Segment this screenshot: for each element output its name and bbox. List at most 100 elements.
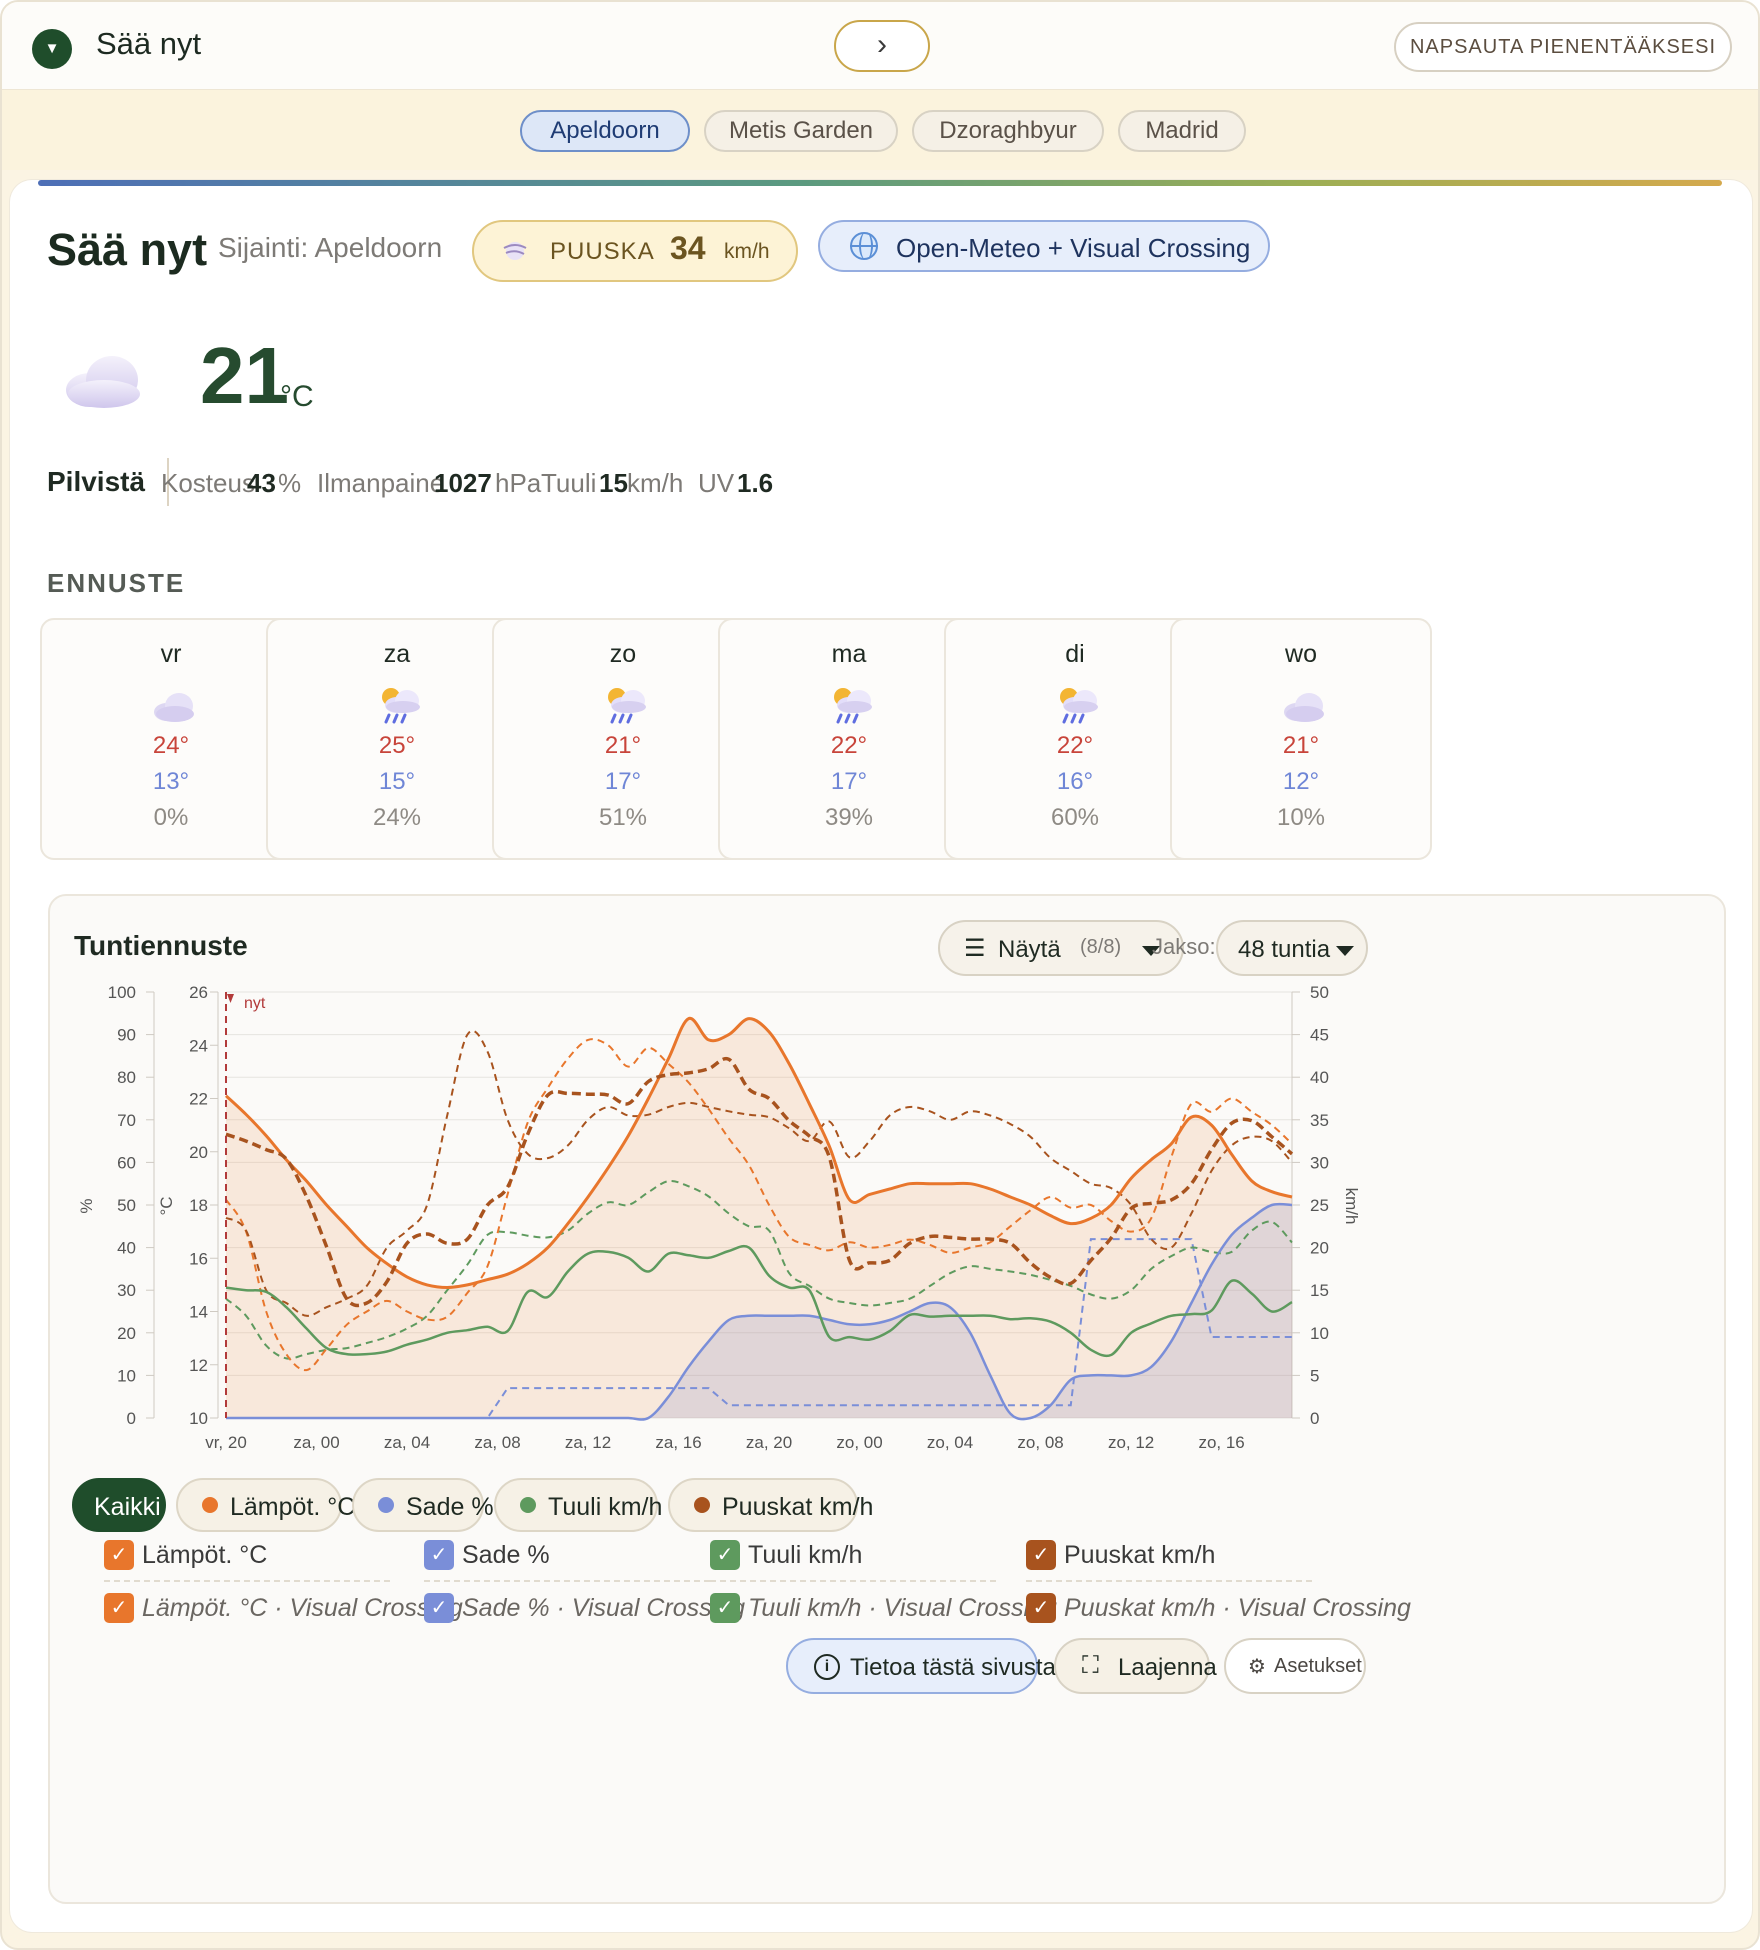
- gust-value: 34: [670, 230, 706, 266]
- rain-vc-line: [226, 1238, 1292, 1419]
- checkbox-label: Lämpöt. °C: [142, 1541, 268, 1569]
- pressure-value: 1027: [434, 468, 492, 498]
- check-icon: ✓: [710, 1593, 740, 1623]
- forecast-day-name: vr: [160, 640, 182, 668]
- conditions-row: Pilvistä Kosteus 43 % Ilmanpaine 1027 hP…: [47, 458, 1047, 506]
- checkbox-label: Puuskat km/h: [1064, 1541, 1216, 1569]
- condition-text: Pilvistä: [47, 466, 146, 497]
- forecast-heading: ENNUSTE: [47, 568, 186, 598]
- series-dot: [694, 1497, 710, 1513]
- check-icon: ✓: [1026, 1593, 1056, 1623]
- temperature-tick-label: 12: [189, 1356, 208, 1375]
- location-tab-madrid[interactable]: Madrid: [1118, 110, 1246, 152]
- caret-down-icon: [1142, 946, 1160, 956]
- temp-vc-line: [225, 1038, 1293, 1372]
- divider: [104, 1580, 390, 1582]
- speed-tick-label: 25: [1310, 1196, 1329, 1215]
- collapse-toggle-icon[interactable]: ▼: [32, 29, 72, 69]
- series-dot: [520, 1497, 536, 1513]
- checkbox-label: Tuuli km/h: [748, 1541, 863, 1569]
- series-select-button[interactable]: ☰ Näytä (8/8): [938, 920, 1184, 976]
- pressure-unit: hPa: [495, 468, 542, 498]
- location-text: Sijainti: Apeldoorn: [218, 232, 443, 263]
- percent-tick-label: 20: [117, 1324, 136, 1343]
- x-tick-label: za, 12: [565, 1433, 611, 1452]
- location-tab-apeldoorn[interactable]: Apeldoorn: [520, 110, 690, 152]
- expand-button[interactable]: ⛶ Laajenna: [1054, 1638, 1217, 1694]
- now-label: nyt: [244, 995, 266, 1012]
- percent-tick-label: 40: [117, 1239, 136, 1258]
- forecast-precip-chance: 51%: [598, 804, 648, 831]
- percent-tick-label: 50: [117, 1196, 136, 1215]
- speed-tick-label: 20: [1310, 1239, 1329, 1258]
- gusts-vc-line: [225, 1029, 1293, 1317]
- sun-rain-icon: [608, 688, 646, 724]
- speed-tick-label: 0: [1310, 1409, 1319, 1428]
- forecast-day-name: wo: [1285, 640, 1317, 668]
- about-page-button[interactable]: i Tietoa tästä sivusta: [786, 1638, 1056, 1694]
- sun-rain-icon: [834, 688, 872, 724]
- temperature-unit: °C: [280, 380, 314, 413]
- period-value: 48 tuntia: [1238, 936, 1331, 963]
- temperature-tick-label: 14: [189, 1303, 208, 1322]
- data-source-badge: Open-Meteo + Visual Crossing: [818, 220, 1270, 272]
- percent-tick-label: 10: [117, 1366, 136, 1385]
- filter-gusts-pill[interactable]: Puuskat km/h: [668, 1478, 873, 1532]
- speed-tick-label: 15: [1310, 1281, 1329, 1300]
- uv-label: UV: [698, 468, 735, 498]
- check-icon: ✓: [424, 1540, 454, 1570]
- checkbox-label: Sade % · Visual Crossing: [462, 1594, 746, 1622]
- settings-label: Asetukset: [1274, 1655, 1362, 1677]
- accent-bar: [38, 180, 1722, 186]
- humidity-value: 43: [247, 468, 276, 498]
- check-icon: ✓: [710, 1540, 740, 1570]
- caret-down-icon: [1336, 946, 1354, 956]
- x-tick-label: zo, 16: [1198, 1433, 1244, 1452]
- hourly-forecast-panel: Tuntiennuste ☰ Näytä (8/8) Jakso: 48 tun…: [48, 894, 1726, 1904]
- data-source-label: Open-Meteo + Visual Crossing: [896, 233, 1251, 263]
- forecast-low-temp: 15°: [378, 768, 416, 795]
- series-dot: [202, 1497, 218, 1513]
- filter-temp-pill[interactable]: Lämpöt. °C: [176, 1478, 355, 1532]
- temperature-tick-label: 24: [189, 1036, 208, 1055]
- settings-button[interactable]: ⚙ Asetukset: [1224, 1638, 1366, 1694]
- cloud-icon: [154, 693, 194, 722]
- percent-tick-label: 80: [117, 1068, 136, 1087]
- rain-line: [226, 1202, 1293, 1421]
- filter-all-pill[interactable]: Kaikki: [72, 1478, 166, 1532]
- filter-wind-pill[interactable]: Tuuli km/h: [494, 1478, 662, 1532]
- menu-icon: ☰: [964, 935, 986, 962]
- forecast-day-card: ma 22° 17° 39%: [718, 618, 980, 860]
- forecast-day-name: di: [1065, 640, 1085, 668]
- period-select[interactable]: 48 tuntia: [1216, 920, 1368, 976]
- forecast-day-name: ma: [831, 640, 867, 668]
- temperature-tick-label: 18: [189, 1196, 208, 1215]
- top-bar: ▼ Sää nyt › NAPSAUTA PIENENTÄÄKSESI: [2, 2, 1758, 90]
- x-tick-label: za, 04: [384, 1433, 430, 1452]
- forecast-precip-chance: 0%: [153, 804, 189, 831]
- forecast-high-temp: 21°: [1282, 732, 1320, 759]
- percent-tick-label: 30: [117, 1281, 136, 1300]
- rain-area: [226, 1204, 1292, 1420]
- check-icon: ✓: [424, 1593, 454, 1623]
- temp-line: [224, 1017, 1293, 1290]
- forecast-day-card: zo 21° 17° 51%: [492, 618, 754, 860]
- temperature-tick-label: 10: [189, 1409, 208, 1428]
- forecast-high-temp: 22°: [830, 732, 868, 759]
- forecast-day-card: di 22° 16° 60%: [944, 618, 1206, 860]
- forecast-high-temp: 25°: [378, 732, 416, 759]
- minimize-button[interactable]: NAPSAUTA PIENENTÄÄKSESI: [1394, 22, 1732, 72]
- speed-axis-title: km/h: [1342, 1188, 1361, 1225]
- divider: [167, 458, 169, 506]
- check-icon: ✓: [104, 1593, 134, 1623]
- location-tab-dzoraghbyur[interactable]: Dzoraghbyur: [912, 110, 1104, 152]
- filter-rain-pill[interactable]: Sade %: [352, 1478, 494, 1532]
- forecast-day-card: za 25° 15° 24%: [266, 618, 528, 860]
- next-button[interactable]: ›: [834, 20, 930, 72]
- speed-tick-label: 30: [1310, 1153, 1329, 1172]
- checkbox-label: Lämpöt. °C · Visual Crossing: [142, 1594, 463, 1622]
- forecast-high-temp: 22°: [1056, 732, 1094, 759]
- percent-tick-label: 100: [108, 983, 136, 1002]
- location-tab-metis-garden[interactable]: Metis Garden: [704, 110, 898, 152]
